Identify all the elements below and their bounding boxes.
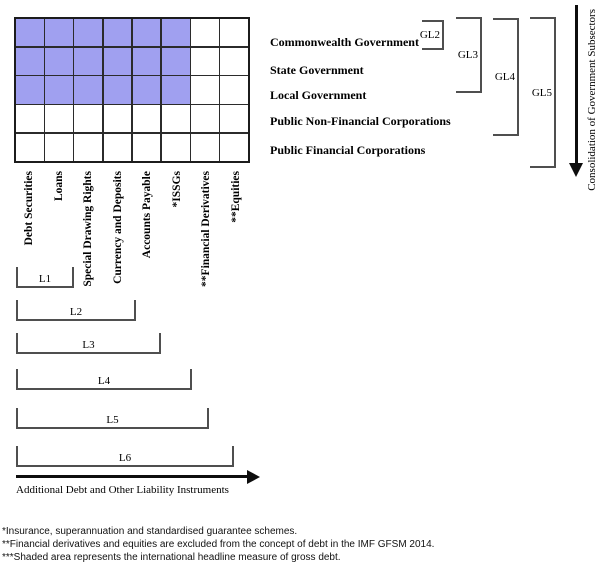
matrix-cell [16,76,44,104]
matrix-cell [45,47,73,75]
l5-bracket: L5 [16,408,209,429]
matrix-cell [45,105,73,133]
matrix-cell [191,76,219,104]
matrix-cell [74,105,103,133]
matrix-cell [45,19,73,47]
gl3-label: GL3 [456,49,478,61]
matrix-cell [74,76,103,104]
matrix-cell [161,47,190,75]
matrix-cell [132,19,161,47]
gl5-bracket: GL5 [530,17,556,168]
matrix-cell [161,19,190,47]
row-label-commonwealth-government: Commonwealth Government [270,35,419,49]
matrix-cell [16,19,44,47]
matrix-cell [103,76,132,104]
matrix-cell [74,47,103,75]
matrix-cell [132,47,161,75]
l2-label: L2 [69,306,83,318]
matrix-cell [16,133,44,161]
matrix-cell [161,133,190,161]
matrix-cell [161,76,190,104]
row-label-local-government: Local Government [270,88,367,102]
instruments-axis-label: Additional Debt and Other Liability Inst… [16,484,229,496]
row-label-public-financial-corporations: Public Financial Corporations [270,143,426,157]
l5-label: L5 [106,414,119,426]
matrix-cell [16,105,44,133]
matrix-cell [103,19,132,47]
matrix-cell [132,133,161,161]
col-label-financial-derivatives: **Financial Derivatives [200,171,212,287]
gl5-label: GL5 [530,86,552,99]
matrix-cell [220,105,248,133]
col-label-issgs: *ISSGs [170,171,183,208]
instruments-arrow-head-icon [247,469,260,484]
gl3-bracket: GL3 [456,17,482,93]
col-label-equities: **Equities [229,171,242,223]
row-label-state-government: State Government [270,63,364,77]
matrix-cell [191,19,219,47]
l3-bracket: L3 [16,333,161,354]
row-label-public-non-financial-corporations: Public Non-Financial Corporations [270,114,451,128]
l2-bracket: L2 [16,300,136,321]
consolidation-axis-label: Consolidation of Government Subsectors [586,9,598,191]
matrix-cell [220,76,248,104]
matrix-cell [103,47,132,75]
matrix-cell [74,19,103,47]
l4-label: L4 [97,375,111,387]
footnotes: *Insurance, superannuation and standardi… [2,526,434,564]
gl2-bracket: GL2 [418,20,444,50]
matrix-cell [220,19,248,47]
matrix-cell [45,76,73,104]
footnote-3: ***Shaded area represents the internatio… [2,551,341,563]
gl4-label: GL4 [493,71,515,83]
l1-bracket: L1 [16,267,74,288]
col-label-accounts-payable: Accounts Payable [141,171,153,259]
matrix-cell [103,105,132,133]
matrix-cell [191,47,219,75]
l3-label: L3 [82,339,95,351]
gl4-bracket: GL4 [493,18,519,136]
l6-label: L6 [118,452,132,464]
consolidation-arrow-line [575,5,578,164]
matrix-cell [45,133,73,161]
instruments-arrow-line [16,475,248,478]
matrix-cell [132,105,161,133]
matrix-cell [191,105,219,133]
l1-label: L1 [38,273,52,285]
footnote-1: *Insurance, superannuation and standardi… [2,526,298,537]
matrix-cell [161,105,190,133]
instrument-sector-matrix [14,17,250,163]
matrix-cell [16,47,44,75]
matrix-cell [103,133,132,161]
matrix-cell [191,133,219,161]
consolidation-arrow-head-icon [569,163,583,177]
footnote-2: **Financial derivatives and equities are… [2,538,435,550]
matrix-cell [220,133,248,161]
l4-bracket: L4 [16,369,192,390]
gl2-label: GL2 [418,29,440,41]
matrix-cell [220,47,248,75]
matrix-cell [132,76,161,104]
matrix-cell [74,133,103,161]
l6-bracket: L6 [16,446,234,467]
